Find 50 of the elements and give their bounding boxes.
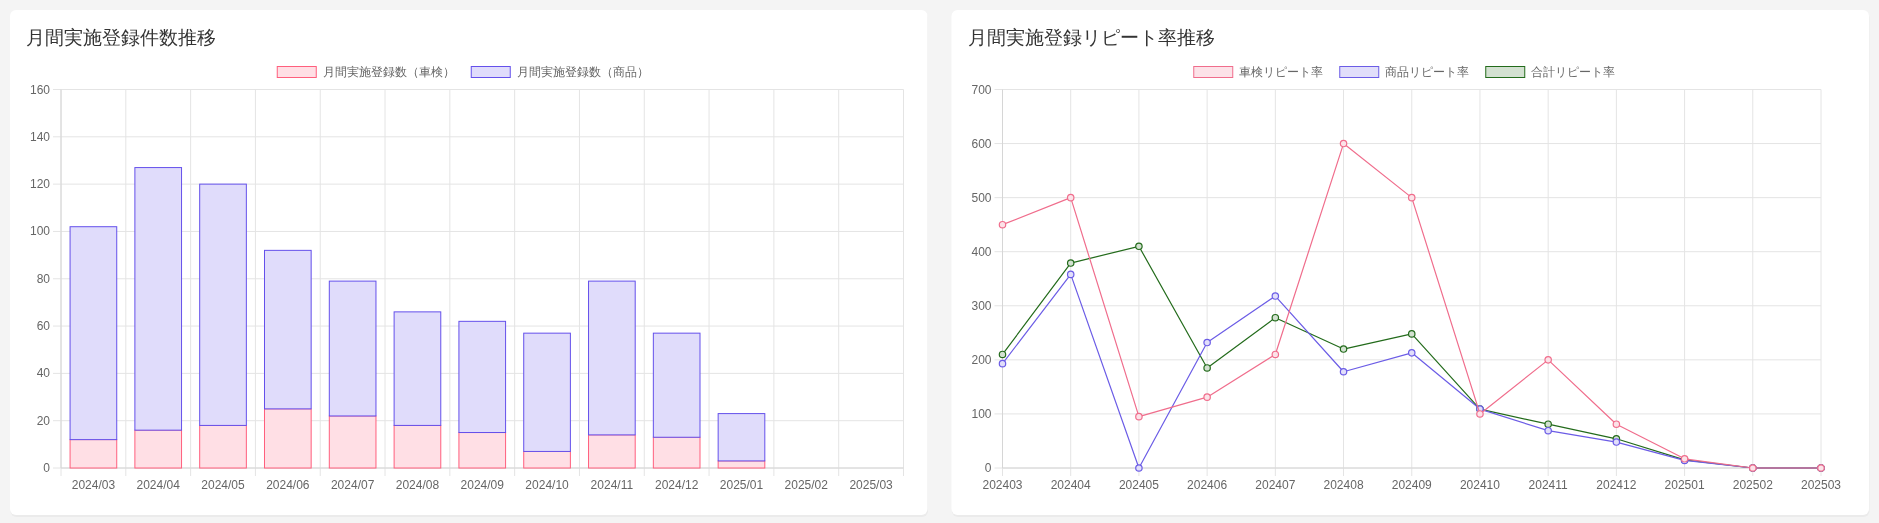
xtick: 202410 — [1459, 478, 1500, 492]
xtick: 202412 — [1596, 478, 1637, 492]
ytick: 200 — [971, 352, 992, 367]
legend-text: 月間実施登録数（車検） — [322, 65, 455, 80]
xtick: 2024/05 — [201, 478, 245, 492]
xtick: 202409 — [1391, 478, 1432, 492]
xtick: 202501 — [1664, 478, 1705, 492]
ytick: 60 — [36, 319, 50, 334]
xtick: 2025/02 — [784, 478, 828, 492]
legend-text: 月間実施登録数（商品） — [516, 65, 649, 80]
ytick: 500 — [971, 190, 992, 205]
xtick: 2025/01 — [719, 478, 764, 492]
xtick: 202405 — [1118, 478, 1159, 492]
ytick: 0 — [43, 461, 50, 475]
ytick: 20 — [36, 413, 50, 428]
ytick: 100 — [971, 406, 992, 421]
legend-text: 商品リピート率 — [1385, 65, 1470, 80]
xtick: 202502 — [1732, 478, 1773, 492]
title: 月間実施登録リピート率推移 — [967, 27, 1215, 48]
ytick: 300 — [971, 298, 992, 313]
legend-text: 車検リピート率 — [1239, 65, 1324, 80]
ytick: 0 — [984, 461, 992, 475]
xtick: 202407 — [1255, 478, 1296, 492]
xtick: 202404 — [1050, 478, 1091, 492]
ytick: 160 — [29, 82, 50, 97]
xtick: 2024/12 — [655, 478, 699, 492]
legend-text: 合計リピート率 — [1531, 65, 1616, 80]
ytick: 40 — [36, 366, 50, 381]
ytick: 400 — [971, 244, 992, 259]
xtick: 2024/08 — [395, 478, 440, 492]
ytick: 700 — [971, 82, 992, 97]
ytick: 140 — [29, 129, 50, 144]
xtick: 2024/04 — [136, 478, 180, 492]
xtick: 2024/07 — [330, 478, 375, 492]
xtick: 202403 — [982, 478, 1023, 492]
xtick: 2024/11 — [590, 478, 634, 492]
xtick: 202411 — [1528, 478, 1568, 492]
xtick: 2025/03 — [849, 478, 893, 492]
xtick: 2024/09 — [460, 478, 504, 492]
xtick: 202408 — [1323, 478, 1364, 492]
xtick: 202406 — [1187, 478, 1228, 492]
xtick: 2024/03 — [71, 478, 116, 492]
title: 月間実施登録件数推移 — [26, 27, 216, 48]
xtick: 2024/10 — [525, 478, 569, 492]
xtick: 202503 — [1801, 478, 1841, 492]
ytick: 80 — [36, 271, 50, 286]
ytick: 100 — [29, 224, 50, 239]
ytick: 600 — [971, 136, 992, 151]
ytick: 120 — [29, 177, 50, 192]
xtick: 2024/06 — [266, 478, 310, 492]
